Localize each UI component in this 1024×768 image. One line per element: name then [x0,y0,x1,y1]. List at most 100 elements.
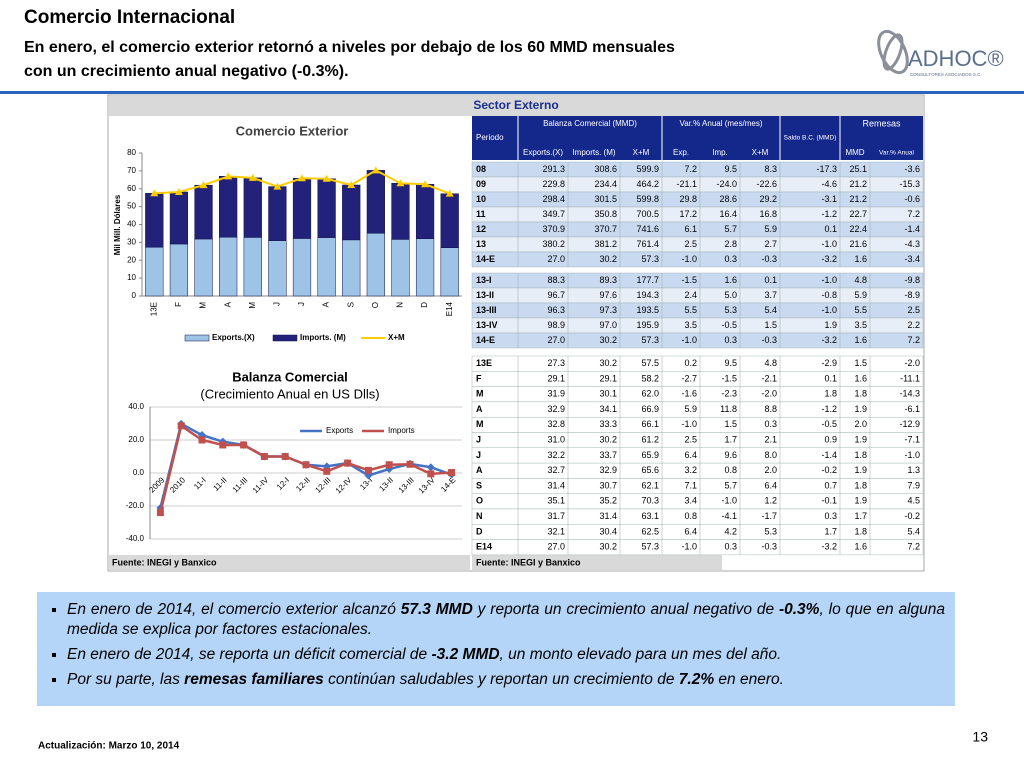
table-cell: 0.3 [724,254,737,264]
table-cell: -6.1 [904,404,920,414]
bar-segment [194,238,213,297]
legend-label: Imports. (M) [300,333,346,342]
table-cell: 0.8 [684,511,697,521]
table-cell: -1.7 [761,511,777,521]
table-cell: 62.0 [641,389,659,399]
table-cell: 1.7 [854,511,867,521]
header-rule [0,91,1024,94]
row-label: 14-E [476,335,495,345]
row-label: 10 [476,194,486,204]
table-cell: 193.5 [636,305,659,315]
table-cell: 89.3 [599,275,617,285]
table-cell: 291.3 [542,164,565,174]
table-cell: 381.2 [594,239,617,249]
table-cell: 35.2 [599,496,617,506]
bar-segment [268,186,287,241]
table-cell: -0.5 [721,320,737,330]
y-tick-label: 20 [127,255,136,264]
point [445,189,454,197]
table-cell: 1.8 [824,389,837,399]
table-cell: 5.0 [724,290,737,300]
row-label: 14-E [476,254,495,264]
x-tick-label: D [420,302,429,308]
table-cell: 21.2 [849,179,867,189]
table-cell: -1.0 [681,335,697,345]
point [302,461,310,469]
table-cell: -1.5 [681,275,697,285]
bar-segment [243,177,262,238]
table-cell: -3.2 [821,335,837,345]
table-cell: 66.9 [641,404,659,414]
table-cell: -3.4 [904,254,920,264]
table-cell: 0.7 [824,480,837,490]
point [406,460,414,468]
table-cell: 7.2 [907,335,920,345]
table-cell: -8.9 [904,290,920,300]
y-tick-label: 20.0 [128,435,144,444]
table-cell: 22.4 [849,224,867,234]
table-cell: 1.8 [854,389,867,399]
table-cell: 21.6 [849,239,867,249]
point [150,189,159,197]
row-label: 13-III [476,305,497,315]
bullets-box: En enero de 2014, el comercio exterior a… [37,592,955,706]
table-cell: 1.6 [724,275,737,285]
bar-segment [440,247,459,297]
y-tick-label: 0 [132,291,137,300]
table-cell: -0.3 [761,542,777,552]
table-header: X+M [633,148,650,157]
table-cell: 29.2 [759,194,777,204]
table-cell: 97.0 [599,320,617,330]
point [199,181,208,189]
y-tick-label: 0.0 [133,468,145,477]
x-tick-label: E14 [445,301,454,316]
point [322,174,331,182]
footer-update: Actualización: Marzo 10, 2014 [38,741,180,752]
table-cell: 5.9 [684,404,697,414]
table-cell: -1.0 [681,254,697,264]
table-cell: 1.6 [854,373,867,383]
table-cell: 97.6 [599,290,617,300]
point [219,441,227,449]
logo-name: ADHOC® [908,46,1004,71]
point [385,461,393,469]
table-row [471,332,924,349]
table-cell: 0.1 [824,373,837,383]
table-header: MMD [845,148,864,157]
row-label: 13-I [476,275,492,285]
title: Comercio Internacional [24,7,235,28]
row-label: N [476,511,483,521]
x-tick-label: 13E [149,302,158,316]
table-cell: 1.5 [764,320,777,330]
table-cell: -0.2 [904,511,920,521]
table-row [471,539,924,556]
table-cell: 58.2 [641,373,659,383]
table-header-bg [472,116,923,160]
table-cell: 0.3 [764,419,777,429]
bullet: En enero de 2014, se reporta un déficit … [67,645,945,665]
table-cell: 57.3 [641,542,659,552]
point [248,173,257,181]
table-cell: -15.3 [899,179,920,189]
table-cell: 96.3 [547,305,565,315]
table-cell: 1.9 [854,435,867,445]
legend-swatch [272,334,298,342]
table-cell: 33.3 [599,419,617,429]
table-cell: 11.8 [720,404,737,414]
subtitle: con un crecimiento anual negativo (-0.3%… [24,63,349,80]
table-cell: 1.8 [854,526,867,536]
panel-title: Sector Externo [473,98,558,112]
bar-segment [169,243,189,297]
table-cell: 1.7 [824,526,837,536]
table-cell: 1.6 [854,254,867,264]
chart-subtitle: (Crecimiento Anual en US Dlls) [200,386,379,401]
row-label: M [476,419,484,429]
table-cell: 6.4 [684,526,697,536]
bar-segment [169,191,189,245]
table-cell: 700.5 [636,209,659,219]
table-cell: 31.9 [547,389,565,399]
table-cell: 1.9 [854,404,867,414]
table-cell: 8.8 [764,404,777,414]
table-cell: 65.9 [641,450,659,460]
table-cell: -0.3 [761,335,777,345]
